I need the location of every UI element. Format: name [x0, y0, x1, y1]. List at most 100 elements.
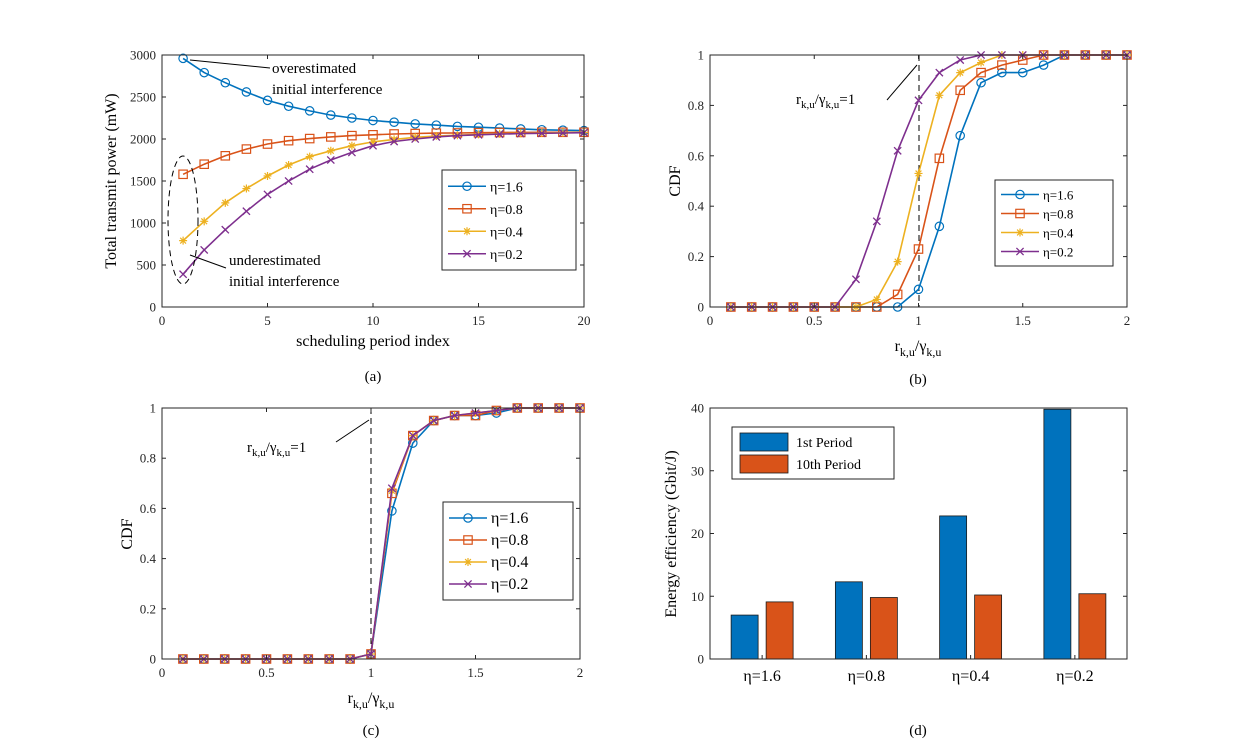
- panel-a-point-3-3: [242, 207, 251, 216]
- panel-a-point-1-1: [199, 159, 209, 169]
- panel-a-legend: η=1.6 η=0.8 η=0.4 η=0.2: [441, 169, 577, 271]
- panel-a-point-2-3: [242, 184, 251, 193]
- panel-d-bar-1-3: [1078, 593, 1107, 660]
- panel-a-legend-marker-1: [462, 203, 472, 214]
- panel-b-point-3-10: [935, 68, 944, 77]
- panel-a-point-2-6: [305, 152, 314, 161]
- panel-d-category-1: η=0.8: [848, 668, 885, 685]
- panel-b-point-0-10: [934, 221, 945, 232]
- panel-c-legend-marker-2: [464, 558, 472, 566]
- panel-a-point-2-7: [326, 146, 335, 155]
- panel-c-ytick-label-3: 0.6: [140, 501, 157, 516]
- panel-b-point-3-6: [851, 275, 861, 284]
- panel-a-ytick-label-2: 1000: [130, 216, 156, 231]
- panel-b-point-1-11: [955, 85, 965, 96]
- panel-c-xtick-label-2: 1: [368, 665, 375, 680]
- panel-a-over-line2: initial interference: [272, 82, 383, 98]
- panel-a-point-1-6: [304, 133, 315, 144]
- panel-d-legend-label-1: 10th Period: [796, 458, 861, 473]
- panel-a-legend-label-1: η=0.8: [490, 203, 523, 218]
- panel-b-point-3-9: [914, 96, 923, 105]
- panel-b-point-0-12: [976, 77, 986, 88]
- panel-a-ytick-label-1: 500: [137, 258, 157, 273]
- panel-b-ytick-label-3: 0.6: [688, 148, 705, 163]
- panel-a-point-0-7: [325, 110, 336, 120]
- panel-b-point-0-11: [955, 130, 965, 141]
- panel-b-xtick-label-3: 1.5: [1015, 313, 1031, 328]
- panel-b-ann-mid: /γ: [815, 92, 826, 108]
- panel-b-ytick-label-5: 1: [698, 48, 705, 63]
- panel-a-point-3-9: [368, 141, 378, 150]
- panel-c-point-3-11: [408, 431, 417, 440]
- panel-a-under-line1: underestimated: [229, 253, 321, 269]
- panel-a-ylabel: Total transmit power (mW): [103, 93, 120, 268]
- panel-b-point-0-13: [997, 67, 1007, 78]
- panel-d-caption: (d): [909, 723, 927, 739]
- panel-b-legend-label-3: η=0.2: [1043, 245, 1073, 260]
- panel-b-ann-sub2: k,u: [826, 99, 840, 111]
- panel-a-point-2-1: [200, 217, 209, 226]
- panel-b-point-2-7: [872, 295, 881, 304]
- panel-c-xtick-label-3: 1.5: [467, 665, 483, 680]
- panel-c-legend: η=1.6 η=0.8 η=0.4 η=0.2: [442, 501, 574, 601]
- panel-b-point-1-10: [934, 153, 945, 164]
- panel-c-legend-label-0: η=1.6: [491, 510, 528, 527]
- panel-c-ytick-label-1: 0.2: [140, 601, 156, 616]
- panel-c: 0 0.5 1 1.5 200.20.40.60.81 CDF rk,u/γk,u (c…: [119, 401, 585, 739]
- panel-b-point-0-14: [1017, 67, 1028, 78]
- panel-a-point-3-12: [432, 132, 441, 141]
- panel-b-annotation: rk,u/γk,u=1: [796, 92, 855, 111]
- panel-b-point-2-8: [893, 257, 902, 266]
- panel-b: 0 0.5 1 1.5 200.20.40.60.81 CDF rk,u/γk,u (b…: [667, 48, 1132, 388]
- panel-a-ticks: 0 5 10 15 20 0 500 1000 1500 2000 2500 3000: [130, 48, 591, 329]
- panel-a-series-0: [178, 53, 589, 136]
- panel-b-xlabel-main: r: [895, 338, 901, 355]
- panel-d-ytick-label-1: 10: [691, 589, 704, 604]
- panel-b-point-0-15: [1038, 60, 1049, 70]
- panel-d-bar-0-1: [834, 581, 863, 660]
- panel-a-point-0-9: [368, 115, 378, 126]
- panel-a-point-3-14: [474, 130, 483, 139]
- panel-b-point-1-13: [997, 60, 1007, 70]
- panel-c-point-3-13: [450, 411, 459, 420]
- panel-c-ann-mid: /γ: [266, 440, 277, 456]
- panel-c-point-3-14: [471, 408, 480, 418]
- panel-b-xlabel-mid: /γ: [915, 338, 927, 355]
- panel-a-point-1-2: [220, 151, 231, 161]
- panel-a-caption: (a): [365, 369, 382, 385]
- panel-c-point-1-12: [428, 415, 439, 426]
- panel-a-point-3-16: [516, 129, 525, 138]
- panel-a-over-line1: overestimated: [272, 61, 357, 77]
- panel-c-ann-tail: =1: [290, 440, 306, 456]
- panel-a-point-2-4: [263, 171, 272, 180]
- panel-b-ytick-label-2: 0.4: [688, 199, 705, 214]
- panel-b-xlabel-sub2: k,u: [926, 345, 941, 359]
- panel-a-point-2-8: [347, 141, 356, 150]
- panel-a-point-3-5: [284, 176, 293, 186]
- panel-a-point-2-2: [221, 198, 230, 207]
- panel-a-point-0-0: [178, 53, 188, 64]
- panel-b-point-1-9: [913, 244, 924, 254]
- panel-d-ytick-label-2: 20: [691, 526, 704, 541]
- panel-d-ticks: 0 10 20 30 40 η=1.6 η=0.8 η=0.4 η=0.2: [691, 401, 1127, 685]
- panel-b-xtick-label-1: 0.5: [806, 313, 822, 328]
- panel-c-caption: (c): [363, 723, 380, 739]
- panel-d-category-3: η=0.2: [1056, 668, 1093, 685]
- panel-b-legend-marker-0: [1015, 189, 1025, 200]
- panel-a-legend-label-3: η=0.2: [490, 248, 523, 263]
- panel-a-point-1-0: [178, 169, 188, 180]
- panel-a-point-0-8: [347, 113, 357, 123]
- panel-a-point-0-2: [220, 77, 231, 88]
- panel-b-legend-label-1: η=0.8: [1043, 207, 1073, 222]
- panel-c-xlabel-main: r: [348, 690, 354, 707]
- panel-a-plot: [178, 53, 589, 279]
- panel-a-legend-label-2: η=0.4: [490, 225, 523, 240]
- panel-b-xlabel: rk,u/γk,u: [895, 338, 942, 359]
- panel-a-point-3-7: [326, 155, 335, 165]
- panel-b-point-1-12: [976, 67, 986, 78]
- panel-a-xtick-label-0: 0: [159, 313, 166, 328]
- panel-a-point-0-5: [283, 101, 294, 112]
- panel-d-plot: [730, 408, 1107, 660]
- panel-c-point-3-9: [366, 649, 376, 659]
